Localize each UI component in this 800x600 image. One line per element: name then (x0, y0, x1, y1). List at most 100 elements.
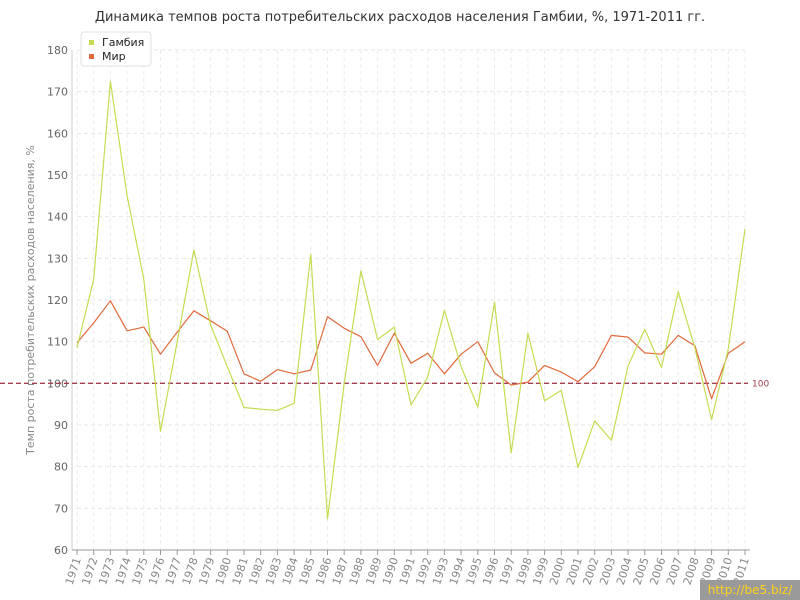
data-point[interactable] (326, 315, 330, 319)
data-point[interactable] (309, 252, 313, 256)
data-point[interactable] (609, 333, 613, 337)
data-point[interactable] (142, 325, 146, 329)
data-point[interactable] (209, 323, 213, 327)
data-point[interactable] (643, 351, 647, 355)
data-point[interactable] (359, 269, 363, 273)
data-point[interactable] (192, 248, 196, 252)
data-point[interactable] (626, 335, 630, 339)
legend-entry[interactable]: Гамбия (102, 36, 144, 49)
data-point[interactable] (292, 401, 296, 405)
x-axis-ticks: 1971197219731974197519761977197819791980… (63, 550, 752, 587)
data-point[interactable] (593, 419, 597, 423)
data-point[interactable] (392, 325, 396, 329)
data-point[interactable] (676, 333, 680, 337)
y-tick-label: 120 (47, 294, 68, 307)
legend-entry[interactable]: Мир (102, 50, 126, 63)
data-point[interactable] (743, 227, 747, 231)
y-axis-label: Темп роста потребительских расходов насе… (24, 145, 37, 456)
data-point[interactable] (142, 277, 146, 281)
data-point[interactable] (409, 403, 413, 407)
data-point[interactable] (710, 418, 714, 422)
data-point[interactable] (660, 352, 664, 356)
data-point[interactable] (442, 308, 446, 312)
data-point[interactable] (660, 366, 664, 370)
data-point[interactable] (92, 321, 96, 325)
data-point[interactable] (609, 438, 613, 442)
data-point[interactable] (426, 351, 430, 355)
data-point[interactable] (509, 451, 513, 455)
data-point[interactable] (743, 340, 747, 344)
data-point[interactable] (376, 338, 380, 342)
data-point[interactable] (275, 408, 279, 412)
data-point[interactable] (559, 388, 563, 392)
data-point[interactable] (192, 309, 196, 313)
data-point[interactable] (576, 466, 580, 470)
data-point[interactable] (476, 340, 480, 344)
y-tick-label: 160 (47, 127, 68, 140)
data-point[interactable] (326, 517, 330, 521)
y-tick-label: 140 (47, 211, 68, 224)
data-point[interactable] (509, 383, 513, 387)
data-point[interactable] (726, 347, 730, 351)
legend-swatch (89, 54, 94, 59)
data-point[interactable] (693, 346, 697, 350)
data-point[interactable] (559, 370, 563, 374)
data-point[interactable] (242, 372, 246, 376)
data-point[interactable] (710, 397, 714, 401)
data-point[interactable] (359, 335, 363, 339)
data-point[interactable] (543, 399, 547, 403)
y-tick-label: 60 (54, 544, 68, 557)
data-point[interactable] (242, 406, 246, 410)
data-point[interactable] (643, 327, 647, 331)
data-point[interactable] (476, 405, 480, 409)
data-point[interactable] (108, 299, 112, 303)
series-line-1[interactable] (76, 300, 746, 400)
reference-line-label: 100 (752, 379, 769, 389)
data-point[interactable] (593, 365, 597, 369)
data-point[interactable] (75, 346, 79, 350)
data-point[interactable] (493, 300, 497, 304)
series-line-0[interactable] (76, 80, 746, 520)
y-tick-label: 80 (54, 461, 68, 474)
data-point[interactable] (292, 372, 296, 376)
data-point[interactable] (459, 365, 463, 369)
data-point[interactable] (493, 371, 497, 375)
reference-line-group: 100 (0, 379, 769, 389)
legend-box (80, 31, 152, 67)
y-tick-label: 180 (47, 44, 68, 57)
data-point[interactable] (626, 364, 630, 368)
y-tick-label: 110 (47, 336, 68, 349)
data-point[interactable] (125, 194, 129, 198)
data-point[interactable] (342, 326, 346, 330)
data-point[interactable] (676, 290, 680, 294)
data-point[interactable] (376, 363, 380, 367)
data-point[interactable] (426, 375, 430, 379)
series-group (75, 79, 747, 521)
data-point[interactable] (259, 407, 263, 411)
data-point[interactable] (309, 368, 313, 372)
data-point[interactable] (526, 380, 530, 384)
data-point[interactable] (175, 340, 179, 344)
data-point[interactable] (526, 331, 530, 335)
data-point[interactable] (159, 352, 163, 356)
data-point[interactable] (342, 381, 346, 385)
data-point[interactable] (543, 363, 547, 367)
data-point[interactable] (275, 368, 279, 372)
data-point[interactable] (125, 329, 129, 333)
data-point[interactable] (576, 380, 580, 384)
legend-swatch (89, 40, 94, 45)
data-point[interactable] (225, 329, 229, 333)
data-point[interactable] (92, 277, 96, 281)
data-point[interactable] (442, 372, 446, 376)
data-point[interactable] (409, 361, 413, 365)
data-point[interactable] (159, 429, 163, 433)
watermark[interactable]: http://be5.biz/ (700, 580, 800, 600)
y-tick-label: 70 (54, 502, 68, 515)
chart-title: Динамика темпов роста потребительских ра… (94, 10, 706, 25)
data-point[interactable] (225, 365, 229, 369)
data-point[interactable] (108, 79, 112, 83)
data-point[interactable] (259, 379, 263, 383)
data-point[interactable] (459, 352, 463, 356)
